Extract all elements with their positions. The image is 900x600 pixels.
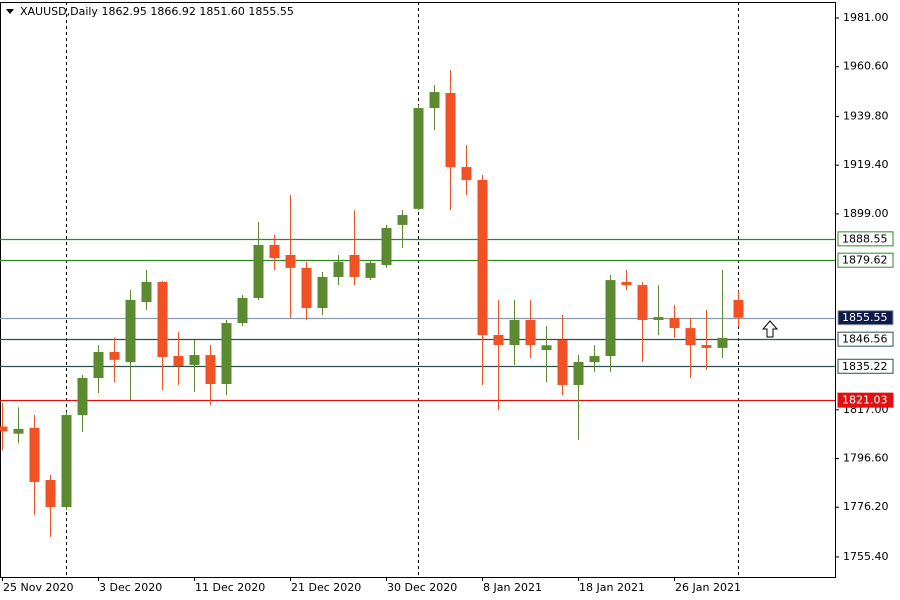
level-label-box <box>837 358 894 374</box>
candle-body <box>573 362 584 385</box>
candle-body <box>77 378 88 416</box>
candle-body <box>605 280 616 357</box>
x-tick-label: 21 Dec 2020 <box>291 581 361 594</box>
candle-body <box>93 351 104 379</box>
candle-body <box>637 285 648 320</box>
y-tick-label: 1939.80 <box>843 109 889 122</box>
candle-body <box>477 179 488 336</box>
candle-body <box>493 335 504 346</box>
candle-body <box>701 345 712 348</box>
candle-body <box>397 215 408 225</box>
candle-body <box>285 254 296 268</box>
y-tick-label: 1960.60 <box>843 60 889 73</box>
candle-body <box>509 319 520 346</box>
candle-body <box>141 281 152 303</box>
candle-body <box>413 108 424 209</box>
candle-body <box>381 227 392 266</box>
candle-body <box>365 262 376 278</box>
y-tick-label: 1981.00 <box>843 11 889 24</box>
candle-body <box>349 254 360 277</box>
candle-body <box>269 244 280 259</box>
x-tick-label: 18 Jan 2021 <box>579 581 645 594</box>
level-label-box <box>837 252 894 268</box>
candle-body <box>45 480 56 508</box>
level-label-box <box>837 392 894 408</box>
candle-body <box>173 356 184 367</box>
candle-body <box>717 337 728 348</box>
candle-body <box>237 297 248 324</box>
candle-body <box>253 244 264 298</box>
candle-body <box>541 345 552 351</box>
level-label: 1846.56 <box>842 333 888 346</box>
menu-triangle <box>6 9 14 14</box>
candle-body <box>109 351 120 360</box>
level-label: 1835.22 <box>842 360 888 373</box>
candle-body <box>685 328 696 346</box>
y-tick-label: 1919.40 <box>843 158 889 171</box>
candle-body <box>333 261 344 277</box>
level-label: 1888.55 <box>842 232 888 245</box>
candle-body <box>557 340 568 385</box>
y-tick-label: 1796.60 <box>843 452 889 465</box>
candle-body <box>589 356 600 363</box>
candle-body <box>221 323 232 384</box>
x-tick-label: 26 Jan 2021 <box>675 581 741 594</box>
level-label-box <box>837 231 894 247</box>
candle-body <box>525 319 536 346</box>
level-label: 1879.62 <box>842 254 888 267</box>
arrow-icon <box>761 320 779 338</box>
level-label-box <box>837 310 894 326</box>
level-label: 1821.03 <box>842 394 888 407</box>
y-tick-label: 1755.40 <box>843 550 889 563</box>
level-label: 1855.55 <box>842 311 888 324</box>
y-tick-label: 1899.00 <box>843 207 889 220</box>
candle-body <box>0 426 8 432</box>
level-label-box <box>837 331 894 347</box>
candle-body <box>653 317 664 320</box>
candle-body <box>621 281 632 286</box>
x-tick-label: 30 Dec 2020 <box>387 581 457 594</box>
candle-body <box>13 428 24 434</box>
candle-body <box>125 299 136 363</box>
candle-body <box>733 300 744 318</box>
candle-body <box>189 355 200 365</box>
x-tick-label: 11 Dec 2020 <box>195 581 265 594</box>
candle-body <box>157 281 168 357</box>
candle-body <box>29 427 40 482</box>
chart-title: XAUUSD,Daily 1862.95 1866.92 1851.60 185… <box>20 5 294 18</box>
candle-body <box>301 267 312 309</box>
y-tick-label: 1776.20 <box>843 500 889 513</box>
candle-body <box>61 415 72 508</box>
candle-body <box>317 276 328 309</box>
candle-body <box>205 355 216 384</box>
x-tick-label: 8 Jan 2021 <box>483 581 542 594</box>
candle-body <box>669 318 680 329</box>
candle-body <box>445 93 456 168</box>
x-tick-label: 3 Dec 2020 <box>99 581 162 594</box>
x-tick-label: 25 Nov 2020 <box>3 581 73 594</box>
candle-body <box>429 92 440 109</box>
candle-body <box>461 167 472 180</box>
